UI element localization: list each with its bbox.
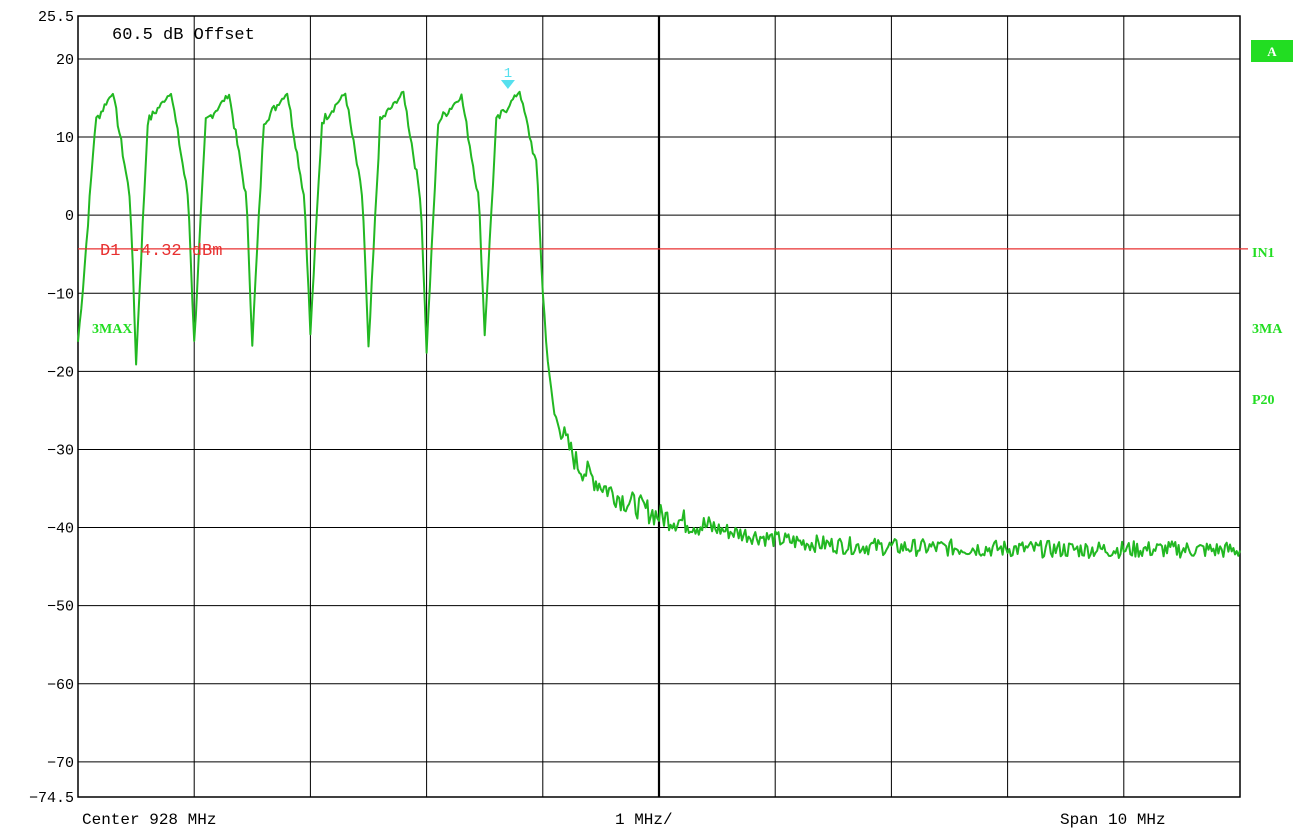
y-tick-label: −40: [47, 521, 74, 538]
right-side-label: IN1: [1252, 246, 1275, 261]
y-tick-label: −30: [47, 442, 74, 459]
y-tick-label: 25.5: [38, 9, 74, 26]
annotation-layer: 60.5 dB Offset D1 -4.32 dBm 1 3MAX A IN1 3MA P2…: [78, 26, 1293, 408]
trace-mode-label: 3MAX: [92, 322, 132, 337]
y-tick-label: −20: [47, 364, 74, 381]
y-tick-label: 0: [65, 208, 74, 225]
offset-label: 60.5 dB Offset: [112, 26, 255, 45]
display-line-label: D1 -4.32 dBm: [100, 242, 222, 261]
y-tick-label: −70: [47, 755, 74, 772]
y-axis-ticks: 25.5 20 10 0 −10 −20 −30 −40 −50 −60 −70 −74.5: [29, 9, 74, 807]
trace-badge: [1251, 40, 1293, 62]
per-division-label: 1 MHz/: [615, 811, 673, 829]
y-tick-label: 10: [56, 130, 74, 147]
y-tick-label: −50: [47, 599, 74, 616]
right-side-label: P20: [1252, 393, 1275, 408]
trace-badge-label: A: [1267, 44, 1277, 59]
marker-label: 1: [504, 66, 512, 82]
marker-triangle-icon: [500, 79, 515, 89]
y-tick-label: 20: [56, 52, 74, 69]
y-tick-label: −10: [47, 286, 74, 303]
y-tick-label: −60: [47, 677, 74, 694]
trace-layer: [77, 90, 1241, 559]
spectrum-trace: [77, 90, 1241, 559]
span-label: Span 10 MHz: [1060, 811, 1166, 829]
y-tick-label: −74.5: [29, 790, 74, 807]
right-side-label: 3MA: [1252, 322, 1283, 337]
x-axis-labels: Center 928 MHz 1 MHz/ Span 10 MHz: [82, 811, 1166, 829]
plot-grid: [77, 15, 1241, 798]
center-frequency-label: Center 928 MHz: [82, 811, 216, 829]
